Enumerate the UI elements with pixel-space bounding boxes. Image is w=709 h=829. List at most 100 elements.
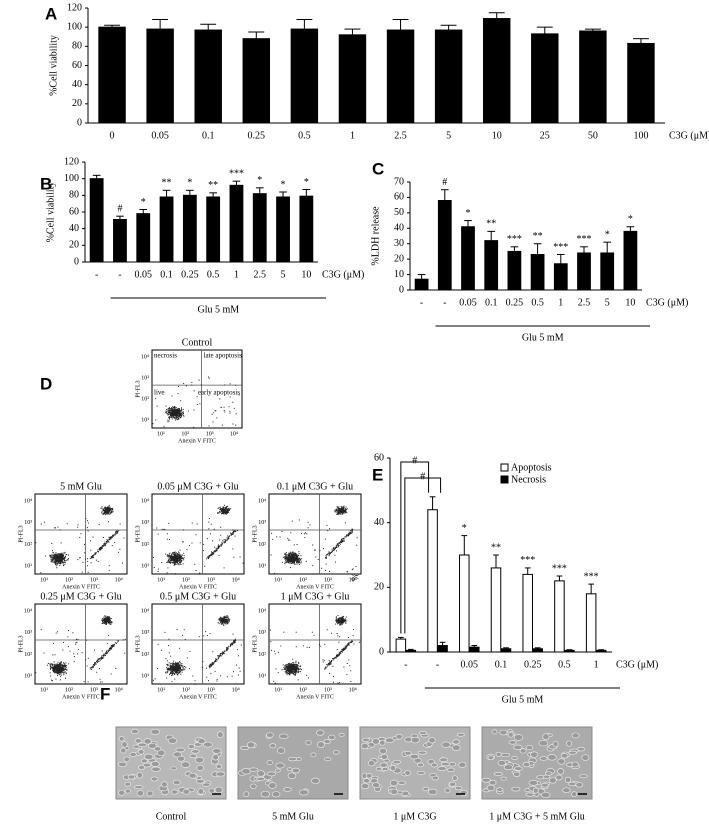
event-dot: [102, 513, 103, 514]
error-bar: [279, 192, 287, 197]
event-dot: [189, 651, 190, 652]
event-dot: [182, 414, 183, 415]
event-dot: [217, 655, 218, 656]
event-dot: [178, 663, 179, 664]
event-dot: [167, 533, 168, 534]
y-axis-label: %Cell viability: [45, 182, 56, 243]
event-dot: [210, 666, 211, 667]
event-dot: [199, 636, 200, 637]
event-dot: [327, 554, 328, 555]
x-tick-label: 10⁴: [349, 577, 357, 583]
event-dot: [232, 534, 233, 535]
legend-label: Necrosis: [511, 474, 546, 485]
error-bar: [525, 568, 531, 574]
x-tick-label: 10²: [65, 687, 73, 693]
event-dot: [181, 409, 182, 410]
event-dot: [171, 416, 172, 417]
event-dot: [217, 513, 218, 514]
significance-label: *: [187, 178, 192, 189]
event-dot: [332, 549, 333, 550]
event-dot: [57, 663, 58, 664]
event-dot: [240, 671, 241, 672]
event-dot: [290, 556, 291, 557]
y-tick-label: 10⁴: [141, 354, 149, 360]
significance-label: *: [466, 208, 471, 219]
x-axis-label: Anexin V FITC: [178, 438, 216, 444]
event-dot: [95, 552, 96, 553]
event-dot: [108, 508, 109, 509]
event-dot: [178, 669, 179, 670]
event-dot: [105, 514, 106, 515]
event-dot: [326, 556, 327, 557]
bar: [300, 196, 313, 262]
event-dot: [226, 538, 227, 539]
event-dot: [172, 666, 173, 667]
event-dot: [181, 560, 182, 561]
event-dot: [340, 544, 341, 545]
event-dot: [232, 634, 233, 635]
event-dot: [179, 664, 180, 665]
event-dot: [291, 560, 292, 561]
event-dot: [57, 563, 58, 564]
event-dot: [101, 506, 102, 507]
group-label: Glu 5 mM: [522, 332, 564, 343]
event-dot: [287, 669, 288, 670]
event-dot: [284, 563, 285, 564]
y-tick-label: 10²: [24, 542, 32, 548]
x-tick-label: 0.25: [524, 659, 542, 670]
event-dot: [168, 560, 169, 561]
event-dot: [169, 417, 170, 418]
event-dot: [356, 566, 357, 567]
event-dot: [212, 662, 213, 663]
event-dot: [172, 663, 173, 664]
event-dot: [172, 562, 173, 563]
event-dot: [186, 385, 187, 386]
event-dot: [222, 542, 223, 543]
event-dot: [327, 530, 328, 531]
event-dot: [359, 642, 360, 643]
event-dot: [217, 679, 218, 680]
bar: [554, 264, 567, 290]
event-dot: [109, 505, 110, 506]
event-dot: [200, 542, 201, 543]
event-dot: [52, 557, 53, 558]
event-dot: [106, 622, 107, 623]
event-dot: [220, 507, 221, 508]
x-tick-label: 10: [301, 269, 311, 280]
event-dot: [111, 621, 112, 622]
event-dot: [232, 402, 233, 403]
event-dot: [219, 655, 220, 656]
event-dot: [223, 623, 224, 624]
event-dot: [100, 681, 101, 682]
event-dot: [167, 414, 168, 415]
y-tick-label: 10⁴: [24, 609, 32, 615]
event-dot: [167, 660, 168, 661]
error-bar: [493, 555, 499, 568]
event-dot: [290, 669, 291, 670]
event-dot: [352, 530, 353, 531]
event-dot: [209, 425, 210, 426]
y-tick-label: 40: [394, 223, 404, 234]
event-dot: [103, 509, 104, 510]
event-dot: [241, 645, 242, 646]
x-tick-label: 10¹: [40, 577, 48, 583]
event-dot: [336, 550, 337, 551]
event-dot: [63, 562, 64, 563]
x-tick-label: 10⁴: [232, 577, 240, 583]
event-dot: [107, 511, 108, 512]
event-dot: [238, 655, 239, 656]
event-dot: [118, 530, 119, 531]
event-dot: [224, 542, 225, 543]
event-dot: [100, 508, 101, 509]
event-dot: [334, 510, 335, 511]
event-dot: [51, 680, 52, 681]
event-dot: [115, 533, 116, 534]
event-dot: [288, 666, 289, 667]
event-dot: [293, 664, 294, 665]
x-tick-label: 10²: [182, 687, 190, 693]
significance-label: **: [208, 180, 218, 191]
event-dot: [218, 619, 219, 620]
event-dot: [183, 416, 184, 417]
bar: [501, 649, 511, 652]
event-dot: [312, 632, 313, 633]
